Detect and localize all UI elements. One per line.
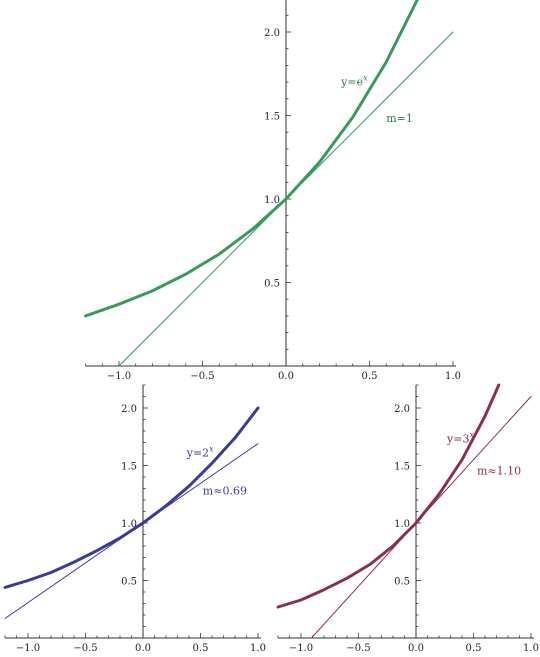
chart-2-to-x: −1.0 −0.5 0.0 0.5 1.0 0.5 1.0 1.5 2.0 y=2x m≈0.69 xyxy=(3,384,266,654)
tangent-line xyxy=(4,443,259,619)
x-tick-label: −1.0 xyxy=(16,643,40,654)
y-tick-label: 1.0 xyxy=(264,195,280,206)
annotation-label: y=ex xyxy=(340,73,368,88)
annotation-label: m≈0.69 xyxy=(203,484,247,497)
curve-line xyxy=(84,0,419,318)
tangent-line xyxy=(310,396,532,639)
curve-line xyxy=(276,383,501,609)
y-tick-label: 2.0 xyxy=(121,404,137,415)
y-tick-label: 0.5 xyxy=(394,577,410,588)
x-tick-label: −0.5 xyxy=(73,643,97,654)
x-tick-label: 1.0 xyxy=(523,643,539,654)
x-tick-label: 0.0 xyxy=(408,643,424,654)
annotation-label: m≈1.10 xyxy=(477,465,521,478)
y-tick-label: 0.5 xyxy=(121,577,137,588)
x-tick-label: 1.0 xyxy=(445,371,461,382)
x-tick-label: −0.5 xyxy=(190,371,214,382)
x-tick-label: 1.0 xyxy=(250,643,266,654)
y-tick-label: 1.0 xyxy=(394,519,410,530)
y-tick-label: 1.5 xyxy=(264,112,280,123)
x-tick-label: 0.0 xyxy=(135,643,151,654)
y-tick-label: 1.5 xyxy=(394,462,410,473)
y-tick-label: 2.0 xyxy=(264,28,280,39)
y-tick-label: 1.5 xyxy=(121,462,137,473)
annotation-label: y=2x xyxy=(186,444,214,459)
y-tick-label: 1.0 xyxy=(121,519,137,530)
annotation-label: m=1 xyxy=(386,112,413,125)
y-tick-label: 0.5 xyxy=(264,279,280,290)
x-tick-label: −1.0 xyxy=(289,643,313,654)
x-tick-label: −0.5 xyxy=(346,643,370,654)
x-tick-label: 0.5 xyxy=(466,643,482,654)
tangent-line xyxy=(118,31,454,367)
chart-e-to-x: −1.0 −0.5 0.0 0.5 1.0 0.5 1.0 1.5 2.0 y=ex m=1 xyxy=(84,0,461,382)
x-tick-label: 0.0 xyxy=(278,371,294,382)
x-tick-label: 0.5 xyxy=(362,371,378,382)
y-tick-label: 2.0 xyxy=(394,404,410,415)
curve-line xyxy=(3,406,260,589)
x-tick-label: 0.5 xyxy=(193,643,209,654)
chart-3-to-x: −1.0 −0.5 0.0 0.5 1.0 0.5 1.0 1.5 2.0 y=3x m≈1.10 xyxy=(276,383,539,654)
annotation-label: y=3x xyxy=(446,431,474,446)
x-tick-label: −1.0 xyxy=(107,371,131,382)
